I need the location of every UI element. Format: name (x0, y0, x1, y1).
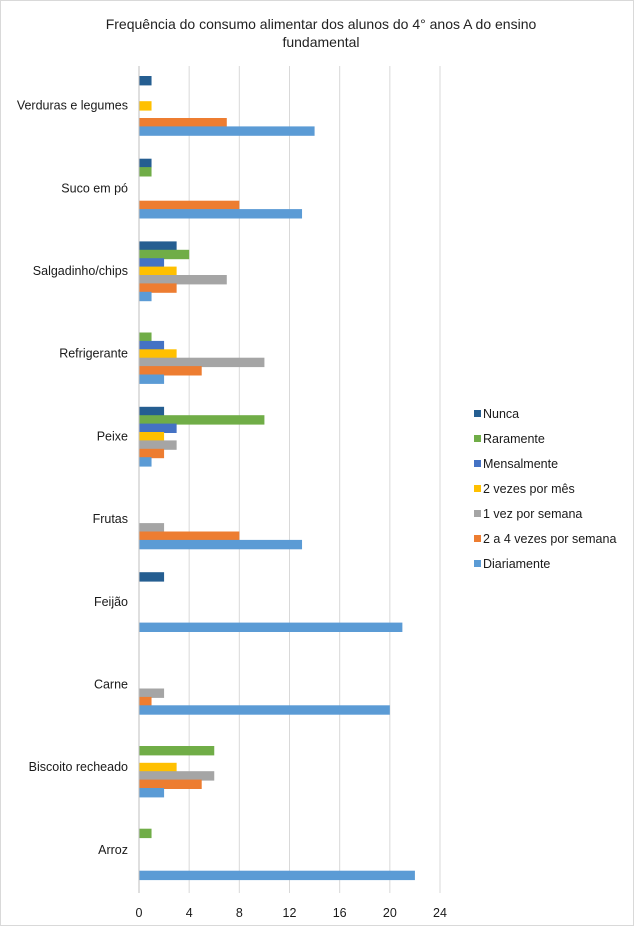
bar-salgadinho-chips-2-vezes-por-m-s (139, 266, 177, 276)
chart-title: Frequência do consumo alimentar dos alun… (105, 16, 537, 50)
bar-suco-em-p--2-a-4-vezes-por-semana (139, 200, 240, 211)
legend-swatch-raramente (474, 435, 481, 442)
bar-peixe-diariamente (139, 457, 152, 467)
bar-arroz-raramente (139, 828, 152, 839)
bar-peixe-2-vezes-por-m-s (139, 432, 165, 442)
bar-refrigerante-diariamente (139, 374, 165, 384)
bar-frutas-1-vez-por-semana (139, 523, 165, 533)
bar-carne-diariamente (139, 705, 390, 715)
bar-suco-em-p--raramente (139, 167, 152, 177)
x-tick-label: 20 (383, 906, 397, 920)
bar-refrigerante-2-a-4-vezes-por-semana (139, 366, 202, 376)
bar-biscoito-recheado-2-a-4-vezes-por-semana (139, 779, 202, 789)
bar-biscoito-recheado-2-vezes-por-m-s (139, 762, 177, 773)
bar-salgadinho-chips-mensalmente (139, 258, 165, 268)
bar-verduras-e-legumes-diariamente (139, 126, 315, 136)
chart-frame: Frequência do consumo alimentar dos alun… (0, 0, 634, 926)
source-strip (0, 926, 642, 934)
bar-suco-em-p--nunca (139, 158, 152, 169)
bar-salgadinho-chips-raramente (139, 249, 190, 260)
category-label: Arroz (98, 843, 128, 857)
legend-label-raramente: Raramente (483, 432, 545, 446)
bar-salgadinho-chips-diariamente (139, 291, 152, 302)
legend-label-2-vezes-por-m-s: 2 vezes por mês (483, 482, 575, 496)
bar-salgadinho-chips-nunca (139, 241, 177, 251)
legend-label-mensalmente: Mensalmente (483, 457, 558, 471)
bar-refrigerante-1-vez-por-semana (139, 357, 265, 368)
bar-verduras-e-legumes-2-vezes-por-m-s (139, 101, 152, 111)
legend-label-nunca: Nunca (483, 407, 519, 421)
bar-salgadinho-chips-1-vez-por-semana (139, 275, 227, 285)
category-label: Biscoito recheado (29, 760, 128, 774)
bar-biscoito-recheado-raramente (139, 746, 215, 756)
bar-frutas-diariamente (139, 539, 303, 550)
x-tick-label: 8 (236, 906, 243, 920)
bar-verduras-e-legumes-nunca (139, 76, 152, 86)
bar-refrigerante-mensalmente (139, 340, 165, 351)
bar-arroz-diariamente (139, 870, 415, 881)
bar-peixe-nunca (139, 406, 165, 417)
x-tick-label: 12 (283, 906, 297, 920)
category-label: Frutas (93, 512, 128, 526)
legend-swatch-2-a-4-vezes-por-semana (474, 535, 481, 542)
legend-swatch-nunca (474, 410, 481, 417)
category-label: Suco em pó (61, 181, 128, 195)
legend-swatch-2-vezes-por-m-s (474, 485, 481, 492)
legend-label-2-a-4-vezes-por-semana: 2 a 4 vezes por semana (483, 532, 616, 546)
legend-swatch-diariamente (474, 560, 481, 567)
bar-peixe-1-vez-por-semana (139, 440, 177, 450)
category-label: Refrigerante (59, 347, 128, 361)
legend-swatch-1-vez-por-semana (474, 510, 481, 517)
legend-label-diariamente: Diariamente (483, 557, 550, 571)
bar-carne-1-vez-por-semana (139, 688, 165, 698)
bar-biscoito-recheado-1-vez-por-semana (139, 771, 215, 781)
bar-salgadinho-chips-2-a-4-vezes-por-semana (139, 283, 177, 293)
legend-swatch-mensalmente (474, 460, 481, 467)
bar-refrigerante-raramente (139, 332, 152, 342)
bar-suco-em-p--diariamente (139, 209, 303, 219)
bar-feij-o-diariamente (139, 622, 403, 632)
x-tick-label: 4 (186, 906, 193, 920)
legend-label-1-vez-por-semana: 1 vez por semana (483, 507, 582, 521)
category-label: Verduras e legumes (17, 99, 128, 113)
bar-feij-o-nunca (139, 572, 165, 582)
bar-peixe-2-a-4-vezes-por-semana (139, 448, 165, 459)
bar-refrigerante-2-vezes-por-m-s (139, 349, 177, 359)
bar-frutas-2-a-4-vezes-por-semana (139, 531, 240, 541)
category-label: Peixe (97, 429, 128, 443)
x-tick-label: 16 (333, 906, 347, 920)
bar-peixe-mensalmente (139, 423, 177, 433)
bar-peixe-raramente (139, 415, 265, 425)
bar-carne-2-a-4-vezes-por-semana (139, 696, 152, 707)
category-label: Carne (94, 678, 128, 692)
x-tick-label: 24 (433, 906, 447, 920)
bar-biscoito-recheado-diariamente (139, 788, 165, 798)
category-label: Feijão (94, 595, 128, 609)
x-tick-label: 0 (136, 906, 143, 920)
bar-verduras-e-legumes-2-a-4-vezes-por-semana (139, 118, 227, 128)
category-label: Salgadinho/chips (33, 264, 128, 278)
